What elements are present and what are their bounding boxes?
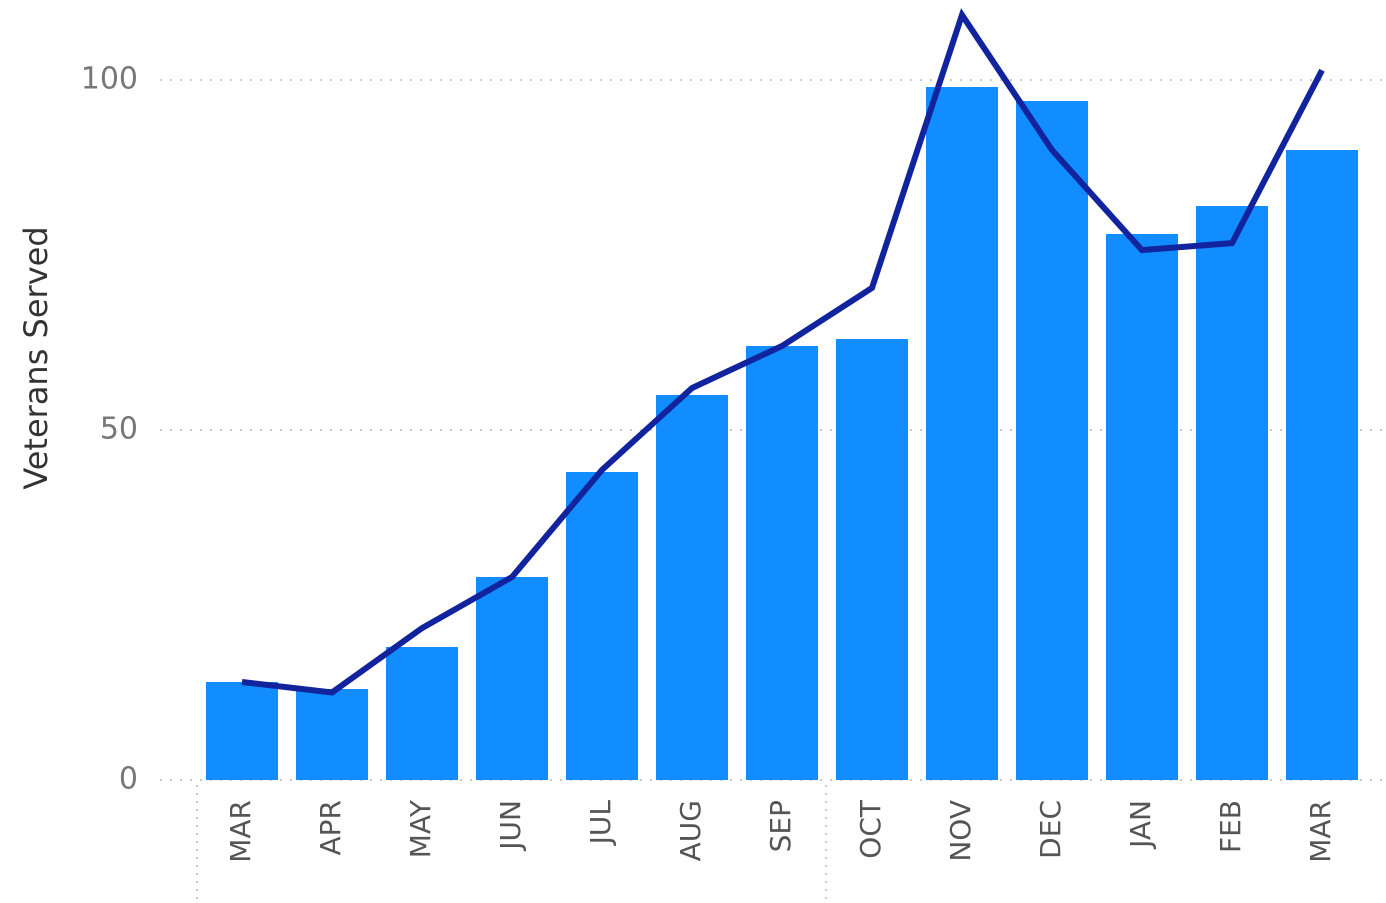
line	[241, 8, 1325, 696]
bar	[926, 87, 998, 780]
bar	[1106, 234, 1178, 780]
x-tick-label: APR	[314, 800, 347, 856]
bar	[836, 339, 908, 780]
x-tick-label: MAY	[404, 799, 437, 858]
bar	[1286, 150, 1358, 780]
x-tick-label: JAN	[1124, 800, 1157, 850]
bar	[566, 472, 638, 780]
bar	[296, 689, 368, 780]
x-tick-label: JUL	[584, 800, 617, 847]
y-tick-label: 50	[100, 412, 138, 447]
bar	[656, 395, 728, 780]
x-tick-label: NOV	[944, 800, 977, 862]
bar	[206, 682, 278, 780]
x-tick-label: SEP	[764, 800, 797, 852]
bar	[476, 577, 548, 780]
bar	[746, 346, 818, 780]
x-tick-label: MAR	[1304, 800, 1337, 863]
x-tick-label: DEC	[1034, 800, 1067, 859]
y-axis-title: Veterans Served	[17, 226, 55, 489]
x-tick-label: FEB	[1214, 800, 1247, 853]
x-tick-label: AUG	[674, 800, 707, 861]
bar	[386, 647, 458, 780]
x-tick-label: MAR	[224, 800, 257, 863]
y-tick-label: 0	[119, 762, 138, 797]
x-tick-label: OCT	[854, 799, 887, 859]
bar	[1016, 101, 1088, 780]
y-tick-label: 100	[81, 62, 138, 97]
bar	[1196, 206, 1268, 780]
x-tick-label: JUN	[494, 800, 527, 852]
